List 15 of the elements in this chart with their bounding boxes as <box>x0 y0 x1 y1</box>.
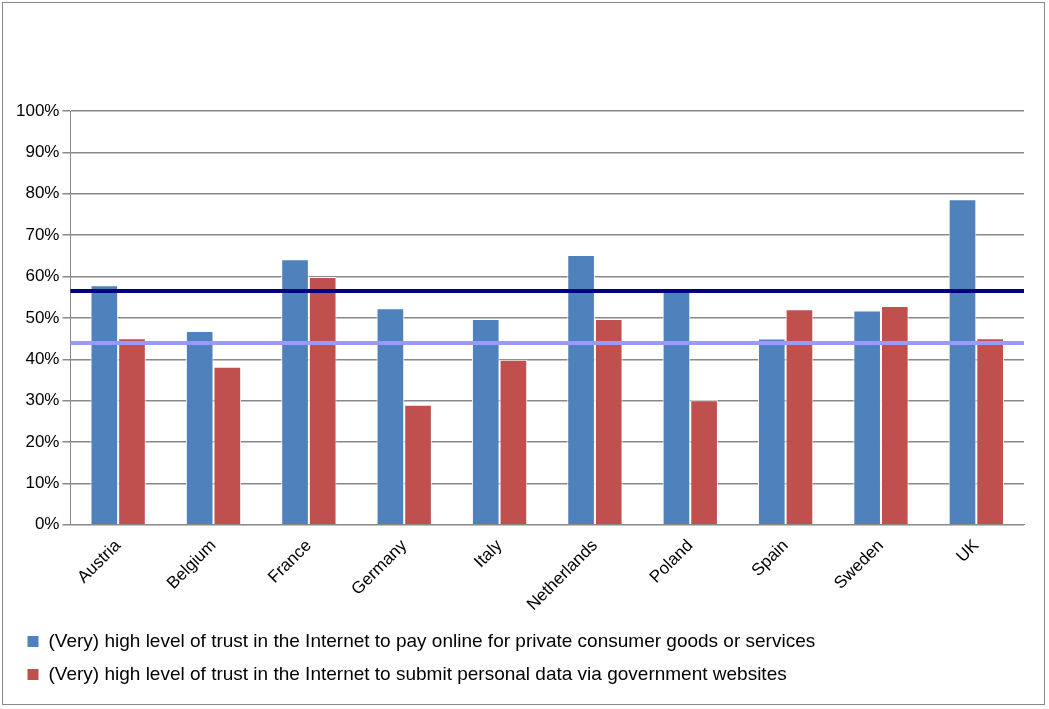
y-tick-label: 0% <box>34 514 60 534</box>
legend-label: (Very) high level of trust in the Internet to submit personal data via government websites <box>48 662 787 684</box>
x-tick-label: UK <box>952 535 983 566</box>
x-tick-label: Italy <box>470 535 507 572</box>
y-tick-label: 10% <box>25 473 60 493</box>
y-tick-label: 50% <box>25 307 60 327</box>
y-tick-label: 70% <box>25 224 60 244</box>
y-tick-label: 80% <box>25 183 60 203</box>
y-tick-label: 90% <box>25 142 60 162</box>
y-tick-label: 40% <box>25 348 60 368</box>
y-tick-label: 60% <box>25 266 60 286</box>
y-tick-label: 100% <box>16 100 60 120</box>
y-tick-label: 20% <box>25 431 60 451</box>
y-tick-label: 30% <box>25 390 60 410</box>
legend-label: (Very) high level of trust in the Internet to pay online for private consumer goods or services <box>48 629 816 651</box>
